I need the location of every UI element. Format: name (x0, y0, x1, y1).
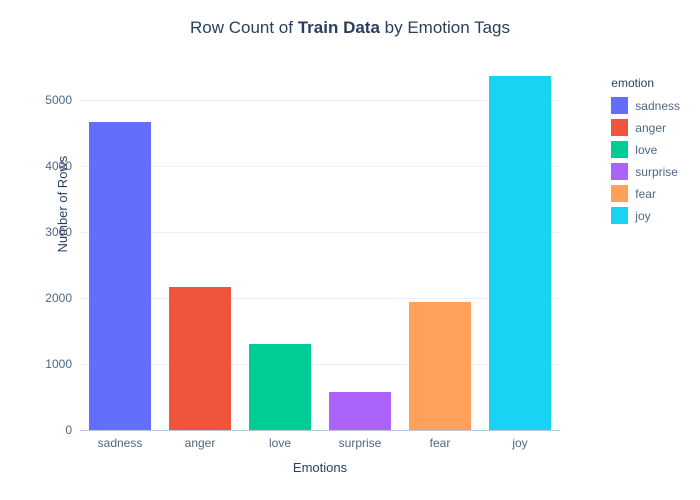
x-tick-label: surprise (339, 436, 382, 450)
legend-item-joy[interactable]: joy (611, 206, 680, 225)
legend-item-sadness[interactable]: sadness (611, 96, 680, 115)
grid-line (80, 298, 560, 299)
y-tick-label: 2000 (32, 291, 72, 305)
bar-fear[interactable] (409, 302, 471, 430)
y-tick-label: 1000 (32, 357, 72, 371)
legend-label: fear (635, 187, 656, 201)
chart-title: Row Count of Train Data by Emotion Tags (190, 18, 510, 38)
x-tick-label: love (269, 436, 291, 450)
legend: emotion sadness anger love surprise fear joy (611, 76, 680, 228)
bar-sadness[interactable] (89, 122, 151, 430)
x-axis-label: Emotions (293, 460, 347, 475)
plot-area (80, 60, 560, 430)
legend-swatch (611, 163, 628, 180)
title-part-3: by Emotion Tags (380, 18, 510, 37)
legend-swatch (611, 185, 628, 202)
grid-line (80, 166, 560, 167)
y-tick-label: 5000 (32, 93, 72, 107)
x-tick-label: sadness (98, 436, 143, 450)
grid-line (80, 364, 560, 365)
grid-line (80, 100, 560, 101)
legend-item-love[interactable]: love (611, 140, 680, 159)
x-tick-label: fear (430, 436, 451, 450)
legend-swatch (611, 97, 628, 114)
legend-swatch (611, 207, 628, 224)
legend-title: emotion (611, 76, 680, 90)
bar-love[interactable] (249, 344, 311, 430)
x-tick-label: anger (185, 436, 216, 450)
legend-swatch (611, 141, 628, 158)
bar-surprise[interactable] (329, 392, 391, 430)
bar-anger[interactable] (169, 287, 231, 430)
legend-item-fear[interactable]: fear (611, 184, 680, 203)
chart-container: Row Count of Train Data by Emotion Tags … (0, 0, 700, 500)
legend-label: surprise (635, 165, 678, 179)
bar-joy[interactable] (489, 76, 551, 430)
legend-swatch (611, 119, 628, 136)
legend-label: love (635, 143, 657, 157)
legend-label: sadness (635, 99, 680, 113)
y-tick-label: 0 (32, 423, 72, 437)
y-tick-label: 3000 (32, 225, 72, 239)
y-tick-label: 4000 (32, 159, 72, 173)
legend-item-anger[interactable]: anger (611, 118, 680, 137)
x-tick-label: joy (512, 436, 527, 450)
grid-line (80, 232, 560, 233)
grid-line (80, 430, 560, 431)
legend-label: anger (635, 121, 666, 135)
legend-label: joy (635, 209, 650, 223)
title-part-bold: Train Data (298, 18, 380, 37)
title-part-1: Row Count of (190, 18, 298, 37)
legend-item-surprise[interactable]: surprise (611, 162, 680, 181)
